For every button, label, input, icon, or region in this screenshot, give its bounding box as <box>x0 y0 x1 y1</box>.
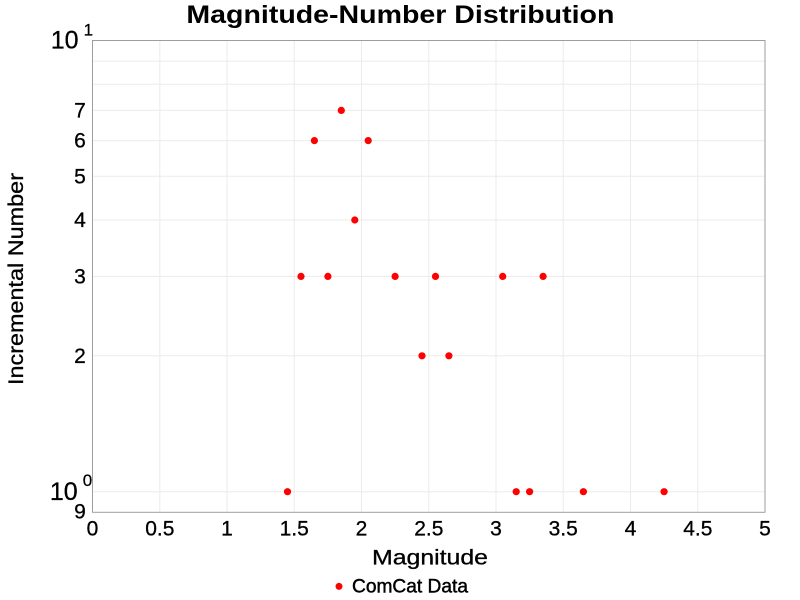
svg-text:4.5: 4.5 <box>683 518 712 541</box>
svg-text:9: 9 <box>74 500 86 523</box>
svg-text:2: 2 <box>74 345 86 368</box>
svg-text:Magnitude-Number Distribution: Magnitude-Number Distribution <box>186 1 614 29</box>
svg-text:3.5: 3.5 <box>549 518 578 541</box>
svg-text:4: 4 <box>625 518 637 541</box>
svg-text:10: 10 <box>50 478 78 506</box>
svg-text:Incremental Number: Incremental Number <box>4 173 28 385</box>
svg-text:1.5: 1.5 <box>280 518 309 541</box>
svg-text:6: 6 <box>74 130 86 153</box>
svg-text:5: 5 <box>759 518 771 541</box>
svg-text:4: 4 <box>74 209 86 232</box>
svg-text:2: 2 <box>356 518 368 541</box>
svg-text:Magnitude: Magnitude <box>372 545 488 569</box>
svg-text:2.5: 2.5 <box>414 518 443 541</box>
svg-text:10: 10 <box>51 26 79 54</box>
svg-text:7: 7 <box>74 100 86 123</box>
svg-text:3: 3 <box>74 266 86 289</box>
svg-text:1: 1 <box>84 20 93 39</box>
svg-text:3: 3 <box>490 518 502 541</box>
svg-text:1: 1 <box>221 518 233 541</box>
svg-text:0.5: 0.5 <box>145 518 174 541</box>
svg-text:0: 0 <box>83 471 92 490</box>
svg-text:5: 5 <box>74 165 86 188</box>
svg-text:ComCat Data: ComCat Data <box>352 577 468 598</box>
svg-text:0: 0 <box>87 518 99 541</box>
